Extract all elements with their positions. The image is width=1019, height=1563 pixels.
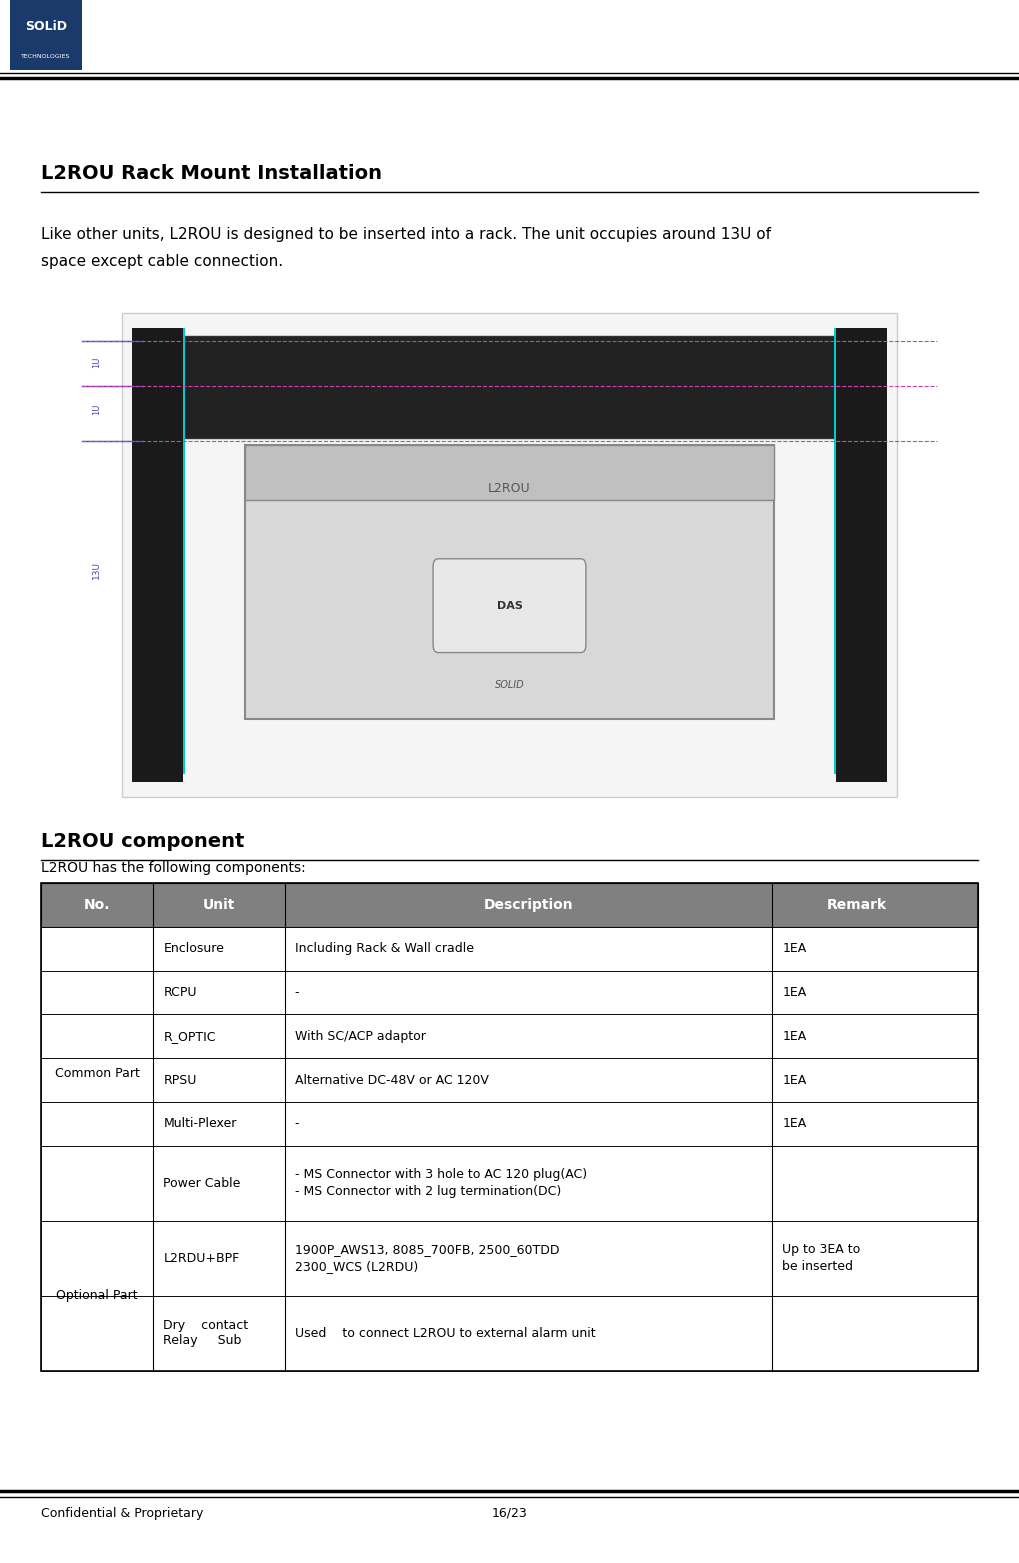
Text: 1EA: 1EA bbox=[783, 986, 806, 999]
Text: L2RDU+BPF: L2RDU+BPF bbox=[163, 1252, 239, 1264]
Text: TECHNOLOGIES: TECHNOLOGIES bbox=[21, 53, 70, 59]
Text: Dry    contact
Relay     Sub: Dry contact Relay Sub bbox=[163, 1319, 249, 1347]
Bar bbox=[132, 328, 183, 782]
Text: Like other units, L2ROU is designed to be inserted into a rack. The unit occupie: Like other units, L2ROU is designed to b… bbox=[41, 227, 770, 269]
Text: - MS Connector with 3 hole to AC 120 plug(AC)
- MS Connector with 2 lug terminat: - MS Connector with 3 hole to AC 120 plu… bbox=[294, 1168, 587, 1199]
Text: Description: Description bbox=[483, 899, 573, 911]
Text: DAS: DAS bbox=[496, 600, 523, 611]
Text: Up to 3EA to
be inserted: Up to 3EA to be inserted bbox=[783, 1243, 860, 1274]
Bar bbox=[41, 1146, 978, 1221]
FancyBboxPatch shape bbox=[10, 0, 82, 70]
Text: Alternative DC-48V or AC 120V: Alternative DC-48V or AC 120V bbox=[294, 1074, 488, 1086]
Text: 13U: 13U bbox=[93, 561, 101, 580]
Text: No.: No. bbox=[84, 899, 110, 911]
Text: -: - bbox=[294, 1118, 300, 1130]
Bar bbox=[41, 883, 978, 927]
Text: R_OPTIC: R_OPTIC bbox=[163, 1030, 216, 1043]
Bar bbox=[834, 328, 846, 774]
Text: L2ROU component: L2ROU component bbox=[41, 832, 245, 850]
Bar bbox=[245, 445, 774, 719]
Text: Multi-Plexer: Multi-Plexer bbox=[163, 1118, 236, 1130]
Text: 1EA: 1EA bbox=[783, 1074, 806, 1086]
Bar bbox=[41, 927, 978, 971]
Text: Including Rack & Wall cradle: Including Rack & Wall cradle bbox=[294, 942, 474, 955]
Text: Enclosure: Enclosure bbox=[163, 942, 224, 955]
Text: 1U: 1U bbox=[93, 356, 101, 369]
Text: Power Cable: Power Cable bbox=[163, 1177, 240, 1189]
Bar bbox=[836, 328, 887, 782]
Text: L2ROU Rack Mount Installation: L2ROU Rack Mount Installation bbox=[41, 164, 382, 183]
Text: 16/23: 16/23 bbox=[491, 1507, 528, 1519]
Bar bbox=[41, 1221, 978, 1296]
Bar bbox=[173, 328, 185, 774]
Text: 1U: 1U bbox=[93, 403, 101, 416]
Bar bbox=[173, 336, 846, 438]
Text: Remark: Remark bbox=[826, 899, 887, 911]
Text: 1EA: 1EA bbox=[783, 1030, 806, 1043]
Text: With SC/ACP adaptor: With SC/ACP adaptor bbox=[294, 1030, 426, 1043]
Text: RPSU: RPSU bbox=[163, 1074, 197, 1086]
Bar bbox=[41, 1102, 978, 1146]
Bar bbox=[41, 1058, 978, 1102]
Text: L2ROU: L2ROU bbox=[488, 481, 531, 495]
Bar bbox=[245, 445, 774, 500]
Text: L2ROU has the following components:: L2ROU has the following components: bbox=[41, 861, 306, 875]
Bar bbox=[41, 971, 978, 1014]
FancyBboxPatch shape bbox=[433, 558, 586, 653]
Text: RCPU: RCPU bbox=[163, 986, 197, 999]
Text: Optional Part: Optional Part bbox=[56, 1289, 138, 1302]
Text: Used    to connect L2ROU to external alarm unit: Used to connect L2ROU to external alarm … bbox=[294, 1327, 595, 1339]
Text: 1900P_AWS13, 8085_700FB, 2500_60TDD
2300_WCS (L2RDU): 1900P_AWS13, 8085_700FB, 2500_60TDD 2300… bbox=[294, 1243, 559, 1274]
Text: Unit: Unit bbox=[203, 899, 235, 911]
Text: SOLiD: SOLiD bbox=[24, 20, 67, 33]
Text: -: - bbox=[294, 986, 300, 999]
Bar bbox=[41, 883, 978, 1371]
Text: Common Part: Common Part bbox=[55, 1068, 140, 1080]
Bar bbox=[41, 1296, 978, 1371]
Text: Confidential & Proprietary: Confidential & Proprietary bbox=[41, 1507, 203, 1519]
Bar bbox=[122, 313, 897, 797]
Text: 1EA: 1EA bbox=[783, 942, 806, 955]
Text: SOLID: SOLID bbox=[494, 680, 525, 689]
Bar bbox=[41, 1014, 978, 1058]
Text: 1EA: 1EA bbox=[783, 1118, 806, 1130]
